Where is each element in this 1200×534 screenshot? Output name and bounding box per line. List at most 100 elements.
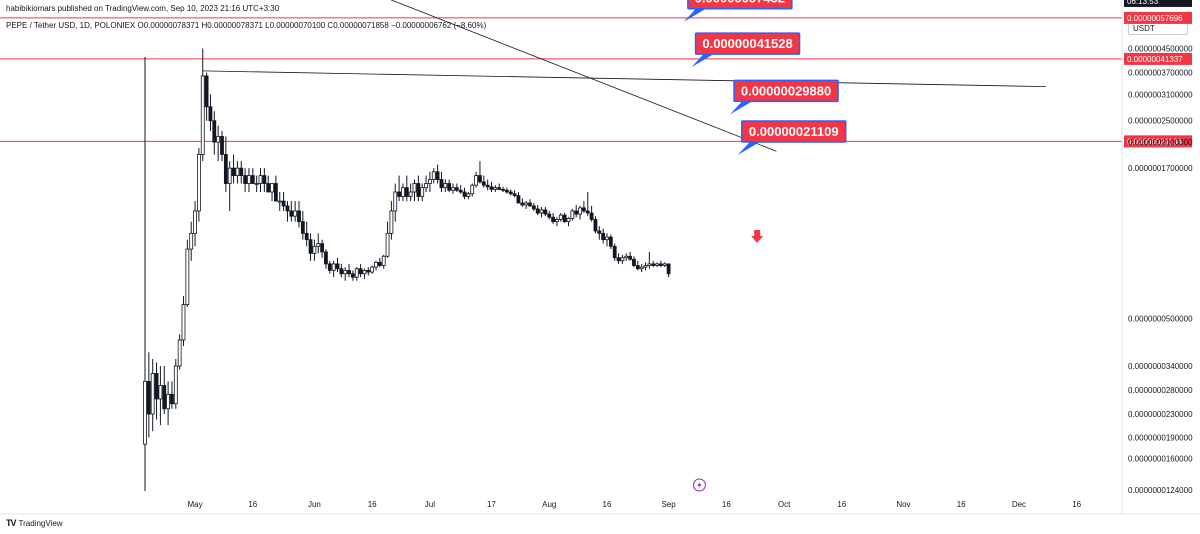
candle-body [173,365,178,405]
candle-body [512,193,517,196]
candle [508,189,513,196]
candle-body [620,257,625,262]
candle-body [601,232,606,241]
callout-pointer [737,141,760,155]
candle [412,179,417,202]
callout-box [694,32,801,55]
down-arrow-icon [751,230,764,243]
candle [416,175,421,202]
y-tick-label: 0.0000001700000 [1128,164,1193,173]
candle-body [578,207,582,215]
candle [451,183,455,194]
levels-layer: 0.000001484440.000001132640.000000865130… [0,0,1192,148]
candle [331,260,336,278]
candle-body [312,245,317,254]
candle [158,365,163,426]
tradingview-brand[interactable]: TV TradingView [6,518,63,528]
price-callout: 0.00000041528 [691,32,801,68]
candle-body [470,184,475,195]
callouts-layer: 0.000001484920.000000574520.000000415280… [683,0,847,155]
candle-body [612,245,617,259]
candle [651,260,656,268]
x-tick-label: 17 [487,500,496,509]
candle [281,191,286,211]
candle [362,268,367,279]
x-tick-label: 16 [837,500,846,509]
candle-body [424,183,428,189]
x-tick-label: 16 [248,500,257,509]
candle-body [435,171,440,180]
ohlc-values: O0.00000078371 H0.00000078371 L0.0000007… [137,21,487,30]
candle [497,183,502,191]
candle-body [489,186,494,190]
candle-body [458,189,463,193]
candle-body [558,214,563,220]
candle-body [370,266,375,273]
callout-pointer [730,101,753,115]
candle-body [235,167,240,176]
y-tick-label: 0.0000004500000 [1128,44,1193,53]
candle [235,161,240,184]
x-tick-label: 16 [368,500,377,509]
y-tick-label: 0.0000000280000 [1128,386,1193,395]
candle-body [285,205,290,212]
candle-body [374,261,378,268]
candle [285,201,290,222]
y-tick-label: 0.0000002500000 [1128,117,1193,126]
candle [593,216,598,234]
candle [643,262,648,271]
candle-body [273,183,278,202]
candle-body [454,187,459,191]
candle [408,183,413,202]
candle-body [551,216,555,223]
y-tick-label: 0.0000000124000 [1128,486,1193,495]
candle-body [231,167,236,176]
callout-label: 0.00000029880 [741,83,831,98]
candle-body [466,193,471,197]
price-callout: 0.00000021109 [737,120,847,155]
candle [208,94,213,131]
candle-body [327,263,332,271]
candle [320,239,325,258]
candle-body [289,210,294,217]
level-price-tag [1124,11,1192,24]
candle-body [605,236,609,241]
candle-body [362,269,367,275]
y-tick-label: 0.0000003100000 [1128,90,1193,99]
candle-body [204,75,209,108]
candle-body [266,183,271,193]
candle [347,263,351,278]
candle-body [162,385,167,410]
candle [250,168,255,184]
candle [258,168,263,192]
candle-body [393,191,398,212]
candle-body [227,167,232,184]
candle-body [397,191,402,197]
trendline [390,0,777,152]
symbol-name[interactable]: PEPE / Tether USD, 1D, POLONIEX [6,21,136,30]
candle [185,239,190,307]
candle [659,260,663,268]
candle [312,239,317,261]
level-price-tag [1124,52,1192,65]
candle-body [381,255,386,266]
candle [543,206,548,217]
candle [439,171,444,192]
candle-body [628,255,632,260]
candle [297,201,301,228]
candle-body [304,232,309,241]
last-price-tag [1124,0,1192,7]
candle-body [193,210,197,234]
callout-label: 0.00000041528 [702,36,792,51]
candle-body [574,210,579,215]
candle [427,171,432,192]
candle-body [270,183,274,193]
level-price-label: 0.00000057696 [1127,14,1183,23]
candle [401,183,405,202]
candle [350,270,355,281]
candle-body [158,385,163,400]
callout-box [741,120,847,143]
candle-body [566,217,571,223]
candle-body [431,171,436,180]
